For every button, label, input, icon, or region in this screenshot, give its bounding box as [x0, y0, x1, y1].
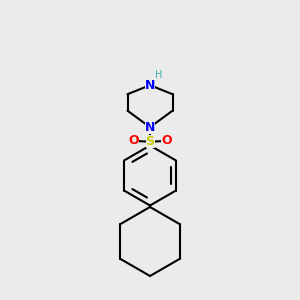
Text: N: N	[145, 121, 155, 134]
Text: H: H	[155, 70, 163, 80]
Text: S: S	[146, 135, 154, 148]
Text: O: O	[128, 134, 139, 148]
Text: O: O	[161, 134, 172, 148]
Text: N: N	[145, 79, 155, 92]
